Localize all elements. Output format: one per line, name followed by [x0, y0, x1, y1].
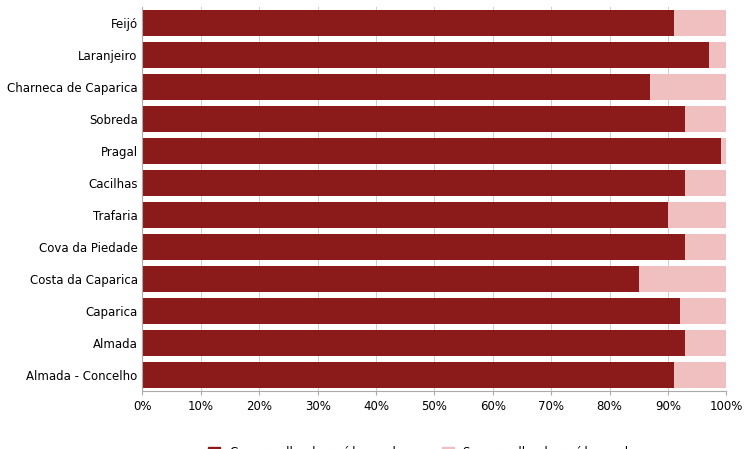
Bar [709, 42, 726, 68]
Bar [142, 202, 668, 228]
Bar [142, 361, 674, 388]
Bar [674, 10, 726, 36]
Bar [686, 106, 726, 132]
Bar [142, 42, 709, 68]
Bar [680, 298, 726, 324]
Bar [142, 330, 686, 356]
Bar [142, 138, 721, 164]
Bar [721, 138, 726, 164]
Bar [639, 266, 726, 292]
Bar [686, 170, 726, 196]
Bar [668, 202, 726, 228]
Bar [674, 361, 726, 388]
Bar [142, 106, 686, 132]
Bar [686, 233, 726, 260]
Bar [686, 330, 726, 356]
Bar [142, 266, 639, 292]
Legend: Com recolha de resíduos urbanos, Sem recolha de resíduos urbanos: Com recolha de resíduos urbanos, Sem rec… [205, 443, 664, 449]
Bar [142, 170, 686, 196]
Bar [142, 74, 650, 100]
Bar [142, 298, 680, 324]
Bar [142, 10, 674, 36]
Bar [650, 74, 726, 100]
Bar [142, 233, 686, 260]
